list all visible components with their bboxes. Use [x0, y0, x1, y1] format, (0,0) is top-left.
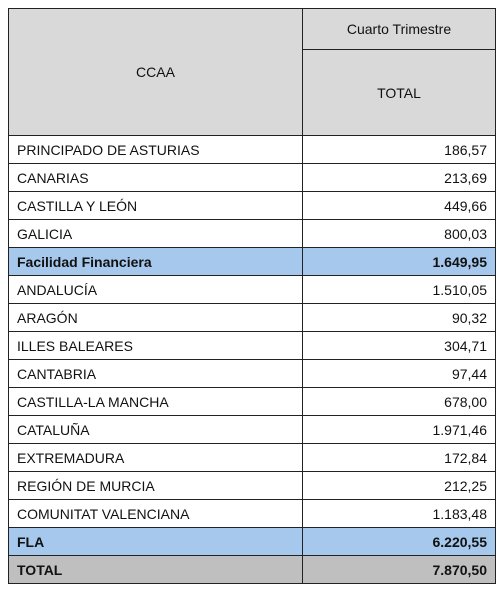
- value-cell: 1.183,48: [302, 499, 496, 528]
- header-row: CCAA Cuarto Trimestre: [8, 8, 496, 136]
- region-cell: EXTREMADURA: [8, 443, 303, 472]
- table-row: FLA 6.220,55: [8, 527, 496, 556]
- value-cell: 1.649,95: [302, 247, 496, 276]
- data-table: CCAA Cuarto Trimestre TOTAL PRINCIPADO D…: [8, 8, 496, 584]
- total-header: TOTAL: [302, 49, 496, 136]
- table-row: CASTILLA Y LEÓN 449,66: [8, 191, 496, 220]
- region-cell: GALICIA: [8, 219, 303, 248]
- value-cell: 172,84: [302, 443, 496, 472]
- region-cell: CATALUÑA: [8, 415, 303, 444]
- table-row: Facilidad Financiera 1.649,95: [8, 247, 496, 276]
- value-cell: 1.510,05: [302, 275, 496, 304]
- region-cell: CANARIAS: [8, 163, 303, 192]
- value-cell: 213,69: [302, 163, 496, 192]
- region-cell: FLA: [8, 527, 303, 556]
- table-body: PRINCIPADO DE ASTURIAS 186,57 CANARIAS 213,…: [8, 135, 496, 584]
- value-cell: 186,57: [302, 135, 496, 164]
- table-row: CATALUÑA 1.971,46: [8, 415, 496, 444]
- region-cell: REGIÓN DE MURCIA: [8, 471, 303, 500]
- region-cell: CASTILLA-LA MANCHA: [8, 387, 303, 416]
- region-cell: ARAGÓN: [8, 303, 303, 332]
- region-cell: PRINCIPADO DE ASTURIAS: [8, 135, 303, 164]
- value-cell: 212,25: [302, 471, 496, 500]
- region-cell: COMUNITAT VALENCIANA: [8, 499, 303, 528]
- period-header: Cuarto Trimestre: [302, 8, 496, 50]
- value-cell: 6.220,55: [302, 527, 496, 556]
- value-cell: 97,44: [302, 359, 496, 388]
- table-row: CANTABRIA 97,44: [8, 359, 496, 388]
- region-cell: ANDALUCÍA: [8, 275, 303, 304]
- table-row: CANARIAS 213,69: [8, 163, 496, 192]
- value-cell: 449,66: [302, 191, 496, 220]
- region-cell: ILLES BALEARES: [8, 331, 303, 360]
- region-cell: CASTILLA Y LEÓN: [8, 191, 303, 220]
- value-cell: 800,03: [302, 219, 496, 248]
- region-cell: CANTABRIA: [8, 359, 303, 388]
- value-cell: 7.870,50: [302, 555, 496, 584]
- region-cell: TOTAL: [8, 555, 303, 584]
- header-row: TOTAL: [9, 49, 496, 136]
- table-row: COMUNITAT VALENCIANA 1.183,48: [8, 499, 496, 528]
- table-row: ARAGÓN 90,32: [8, 303, 496, 332]
- value-cell: 678,00: [302, 387, 496, 416]
- value-cell: 1.971,46: [302, 415, 496, 444]
- value-cell: 304,71: [302, 331, 496, 360]
- table-row: ILLES BALEARES 304,71: [8, 331, 496, 360]
- table-header: CCAA Cuarto Trimestre TOTAL: [8, 8, 496, 136]
- table-row: EXTREMADURA 172,84: [8, 443, 496, 472]
- table-row: REGIÓN DE MURCIA 212,25: [8, 471, 496, 500]
- region-cell: Facilidad Financiera: [8, 247, 303, 276]
- table-row: GALICIA 800,03: [8, 219, 496, 248]
- table-row: TOTAL 7.870,50: [8, 555, 496, 584]
- table-row: CASTILLA-LA MANCHA 678,00: [8, 387, 496, 416]
- region-header: CCAA: [8, 8, 303, 136]
- table-row: PRINCIPADO DE ASTURIAS 186,57: [8, 135, 496, 164]
- table-row: ANDALUCÍA 1.510,05: [8, 275, 496, 304]
- value-cell: 90,32: [302, 303, 496, 332]
